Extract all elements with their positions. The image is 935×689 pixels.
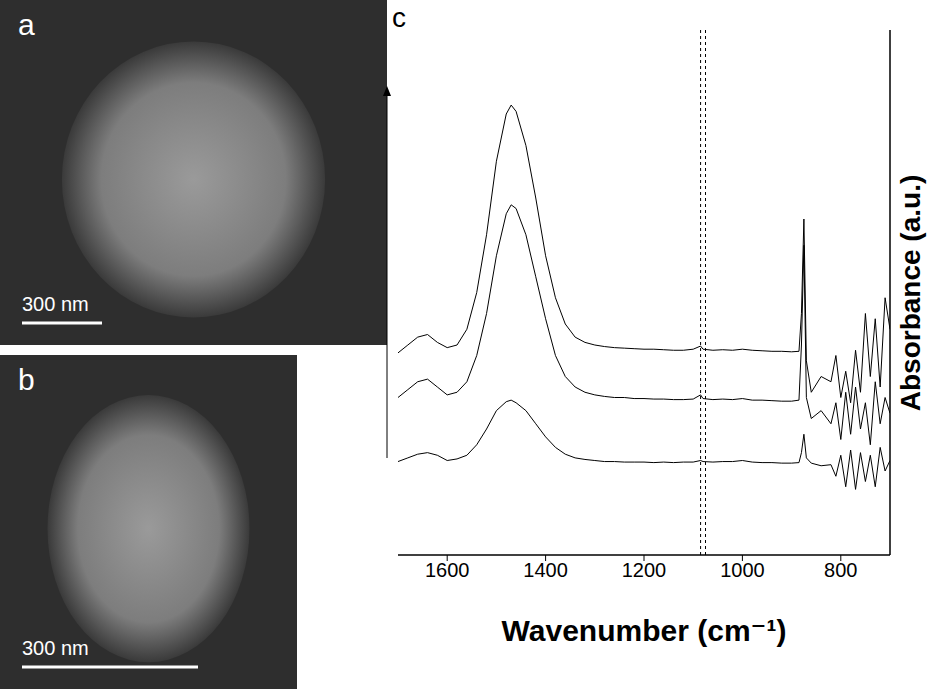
svg-text:1400: 1400 <box>523 559 568 581</box>
html-text:300 nm: 300 nm <box>22 293 89 315</box>
html-text:c: c <box>392 2 406 33</box>
html-text:a: a <box>18 8 35 41</box>
html-text:Absorbance (a.u.): Absorbance (a.u.) <box>895 174 926 411</box>
html-text:Wavenumber (cm⁻¹): Wavenumber (cm⁻¹) <box>501 614 787 647</box>
svg-text:1600: 1600 <box>425 559 470 581</box>
svg-text:1000: 1000 <box>720 559 765 581</box>
svg-text:800: 800 <box>824 559 857 581</box>
svg-text:1200: 1200 <box>622 559 667 581</box>
html-text:b: b <box>18 363 35 396</box>
html-text:300 nm: 300 nm <box>22 637 89 659</box>
